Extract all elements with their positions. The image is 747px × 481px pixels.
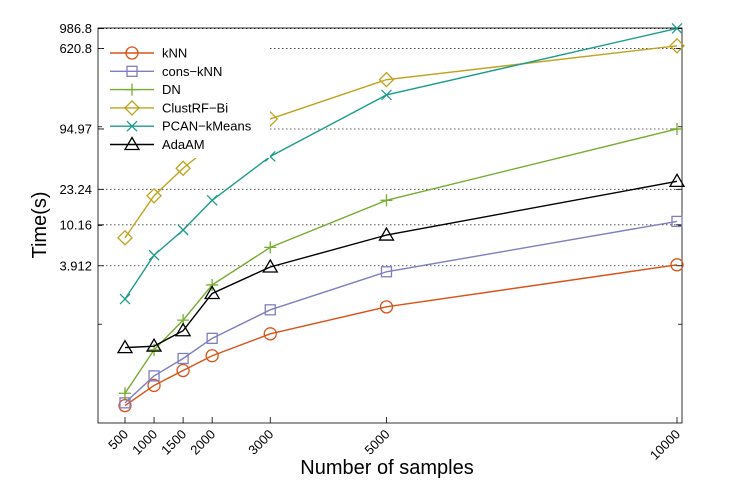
y-tick-label: 3.912 <box>59 258 92 273</box>
data-point <box>206 332 218 344</box>
legend-label: cons−kNN <box>162 64 222 79</box>
data-point <box>146 187 162 204</box>
x-tick-label: 2000 <box>187 427 218 458</box>
data-point <box>381 89 392 101</box>
series-line <box>124 264 678 407</box>
data-point <box>204 285 221 300</box>
data-point <box>379 300 394 314</box>
legend-marker <box>125 46 139 60</box>
data-point <box>262 258 279 273</box>
data-point <box>148 370 160 382</box>
data-point <box>378 71 395 88</box>
data-point <box>116 339 134 354</box>
data-point <box>668 173 686 187</box>
data-point <box>671 122 683 135</box>
y-axis-ticks: 986.8 620.8 94.97 23.24 10.16 3.912 <box>59 21 682 325</box>
legend-label: kNN <box>162 46 187 61</box>
legend-marker <box>123 136 141 151</box>
data-point <box>378 226 395 241</box>
data-point <box>669 37 685 54</box>
data-point <box>175 160 192 177</box>
series-1 <box>119 215 683 409</box>
data-point <box>380 194 393 207</box>
x-tick-label: 1000 <box>129 427 160 458</box>
data-point <box>174 322 192 337</box>
data-point <box>263 327 277 341</box>
legend-entry: AdaAM <box>110 136 205 152</box>
data-point <box>119 293 131 305</box>
data-point <box>176 363 190 378</box>
data-point <box>118 398 132 413</box>
data-point <box>177 352 189 365</box>
series-4 <box>119 22 683 305</box>
legend-entry: kNN <box>110 46 187 61</box>
data-point <box>145 337 163 352</box>
data-point <box>147 378 161 393</box>
x-tick-label: 3000 <box>245 427 276 458</box>
series-line <box>124 180 678 349</box>
legend-label: ClustRF−Bi <box>162 100 228 115</box>
legend-label: PCAN−kMeans <box>162 119 252 134</box>
data-point <box>670 258 684 272</box>
y-tick-label: 986.8 <box>59 21 92 36</box>
x-axis-title: Number of samples <box>300 457 473 479</box>
data-point <box>264 304 276 316</box>
y-axis-title: Time(s) <box>29 191 51 258</box>
legend-label: AdaAM <box>162 137 205 152</box>
legend-entry: ClustRF−Bi <box>110 99 228 116</box>
x-tick-label: 1500 <box>158 427 189 458</box>
x-tick-label: 5000 <box>362 427 393 458</box>
legend-marker <box>126 120 138 132</box>
series-5 <box>116 173 686 354</box>
y-tick-label: 620.8 <box>59 41 92 56</box>
series-layer <box>116 22 686 413</box>
data-point <box>205 349 219 363</box>
data-point <box>380 266 393 278</box>
series-line <box>124 128 678 394</box>
x-tick-label: 10000 <box>647 427 683 463</box>
data-point <box>206 278 219 291</box>
data-point <box>117 229 133 246</box>
legend-marker <box>124 99 140 116</box>
data-point <box>671 215 683 228</box>
legend-marker <box>126 65 138 77</box>
legend-entry: cons−kNN <box>110 64 222 79</box>
y-tick-label: 23.24 <box>59 182 92 197</box>
data-point <box>148 249 160 261</box>
legend-marker <box>126 83 138 96</box>
data-point <box>177 224 189 236</box>
legend-entry: PCAN−kMeans <box>110 119 252 134</box>
y-tick-label: 94.97 <box>59 121 92 136</box>
series-2 <box>119 122 683 400</box>
data-point <box>206 194 218 206</box>
data-point <box>671 22 683 34</box>
legend-label: DN <box>162 82 181 97</box>
legend: kNN cons−kNN DN ClustRF−Bi PCAN−kMeans AdaAM <box>104 38 270 158</box>
series-0 <box>118 258 684 413</box>
y-tick-label: 10.16 <box>59 217 92 232</box>
series-line <box>124 220 678 404</box>
data-point <box>119 387 131 400</box>
legend-entry: DN <box>110 82 181 97</box>
x-tick-label: 500 <box>105 427 131 453</box>
data-point <box>264 241 277 254</box>
